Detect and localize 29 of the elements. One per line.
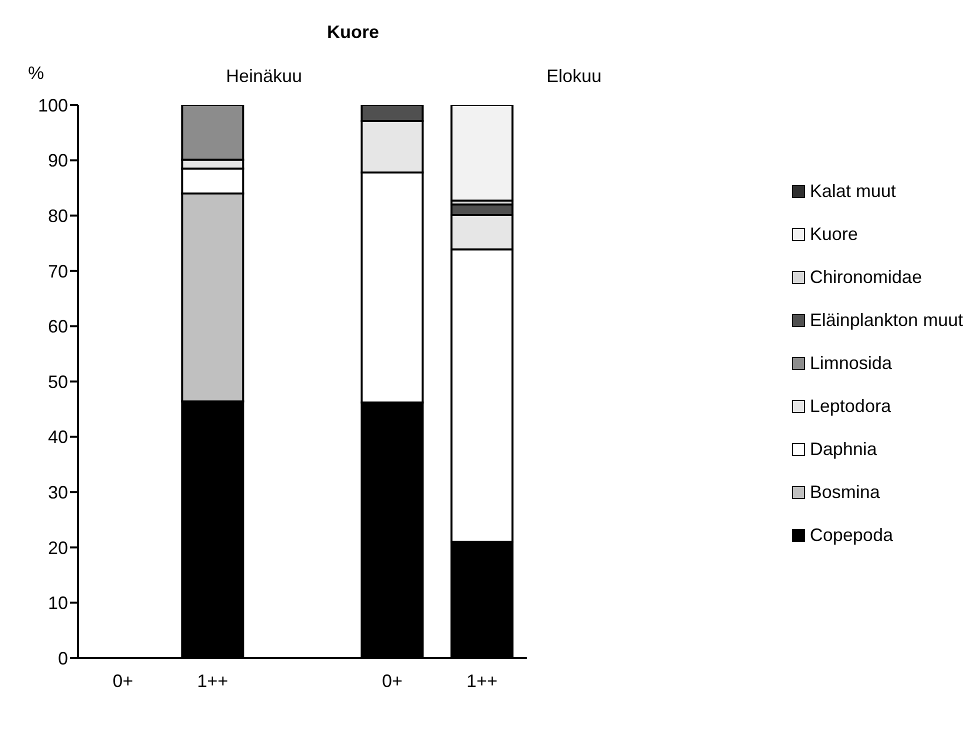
y-tick-label: 50	[48, 372, 68, 392]
chart-title: Kuore	[326, 22, 380, 43]
legend-label: Chironomidae	[810, 266, 922, 288]
y-tick-label: 80	[48, 206, 68, 226]
y-tick-label: 60	[48, 316, 68, 337]
x-tick-label: 0+	[382, 670, 402, 691]
y-tick-label: 0	[58, 648, 68, 668]
legend-label: Leptodora	[810, 396, 891, 416]
x-tick-label: 1++	[197, 670, 228, 691]
y-axis-title: %	[28, 63, 44, 84]
y-tick-label: 70	[48, 261, 68, 282]
y-tick-label: 100	[38, 95, 68, 116]
legend-label: Daphnia	[810, 438, 877, 460]
x-tick-label: 0+	[112, 670, 134, 691]
y-tick-label: 90	[48, 150, 68, 171]
text: Elokuu	[545, 66, 603, 87]
bar	[450, 105, 514, 202]
legend-label: Kalat muut	[810, 180, 896, 202]
legend-label: Bosmina	[810, 482, 880, 502]
y-tick-label: 20	[48, 538, 68, 558]
y-tick-label: 10	[48, 593, 68, 614]
legend-label: Copepoda	[810, 524, 893, 546]
legend-label: Eläinplankton muut	[810, 310, 963, 330]
legend-label: Kuore	[810, 224, 858, 244]
x-tick-label: 1++	[466, 670, 498, 691]
y-tick-label: 40	[48, 427, 68, 448]
text: Heinäkuu	[224, 66, 304, 87]
legend-label: Limnosida	[810, 352, 892, 374]
y-tick-label: 30	[48, 482, 68, 502]
